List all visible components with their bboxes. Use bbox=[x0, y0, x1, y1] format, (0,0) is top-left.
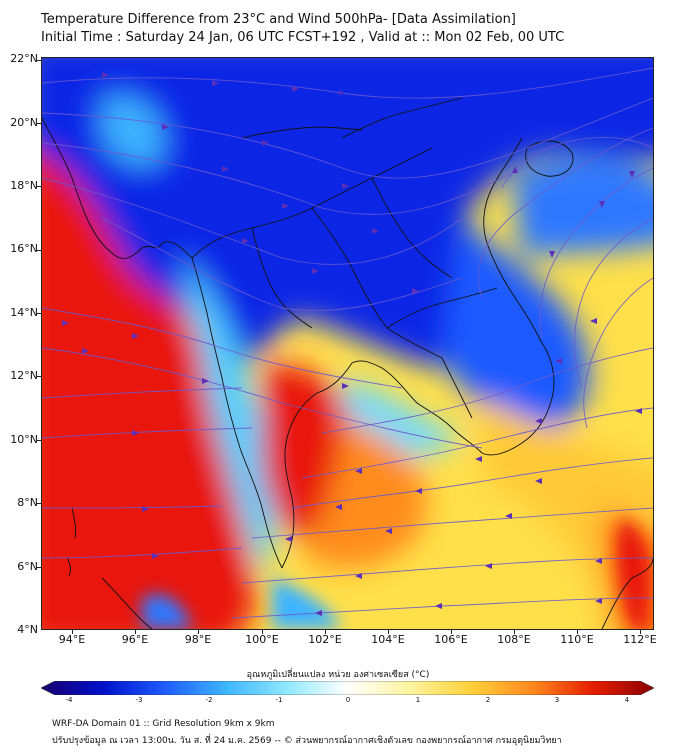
lon-label-106e: 106°E bbox=[434, 633, 468, 646]
colorbar bbox=[40, 680, 655, 696]
lat-label-10n: 10°N bbox=[10, 433, 38, 446]
colorbar-title: อุณหภูมิเปลี่ยนแปลง หน่วย องศาเซลเซียส (… bbox=[246, 670, 430, 680]
coastlines bbox=[42, 97, 653, 629]
colorbar-tick: -1 bbox=[275, 696, 283, 704]
colorbar-tick: -4 bbox=[65, 696, 73, 704]
colorbar-tick: 4 bbox=[624, 696, 630, 704]
colorbar-tick: 3 bbox=[554, 696, 560, 704]
wind-arrows bbox=[62, 72, 642, 616]
title-line-2: Initial Time : Saturday 24 Jan, 06 UTC F… bbox=[41, 30, 565, 45]
lat-label-16n: 16°N bbox=[10, 242, 38, 255]
colorbar-tick: 0 bbox=[345, 696, 351, 704]
lon-label-110e: 110°E bbox=[560, 633, 594, 646]
lon-label-94e: 94°E bbox=[58, 633, 86, 646]
lon-label-102e: 102°E bbox=[308, 633, 342, 646]
map-svg bbox=[42, 58, 653, 629]
lon-label-104e: 104°E bbox=[371, 633, 405, 646]
lat-label-18n: 18°N bbox=[10, 179, 38, 192]
lon-label-98e: 98°E bbox=[184, 633, 212, 646]
lon-label-108e: 108°E bbox=[497, 633, 531, 646]
lat-label-4n: 4°N bbox=[17, 623, 38, 636]
wind-streamlines bbox=[42, 67, 653, 619]
colorbar-svg bbox=[40, 680, 655, 696]
lat-label-22n: 22°N bbox=[10, 52, 38, 65]
lat-label-6n: 6°N bbox=[17, 560, 38, 573]
lon-label-96e: 96°E bbox=[121, 633, 149, 646]
lat-label-20n: 20°N bbox=[10, 116, 38, 129]
lat-label-8n: 8°N bbox=[17, 496, 38, 509]
temperature-wind-map bbox=[41, 57, 654, 630]
lon-label-100e: 100°E bbox=[245, 633, 279, 646]
colorbar-tick: -2 bbox=[205, 696, 213, 704]
title-line-1: Temperature Difference from 23°C and Win… bbox=[41, 12, 516, 27]
lon-label-112e: 112°E bbox=[623, 633, 657, 646]
model-info: WRF-DA Domain 01 :: Grid Resolution 9km … bbox=[52, 719, 275, 729]
lat-label-14n: 14°N bbox=[10, 306, 38, 319]
colorbar-tick: 1 bbox=[415, 696, 421, 704]
map-title: Temperature Difference from 23°C and Win… bbox=[41, 11, 564, 47]
colorbar-tick: 2 bbox=[485, 696, 491, 704]
lat-label-12n: 12°N bbox=[10, 369, 38, 382]
colorbar-tick: -3 bbox=[135, 696, 143, 704]
credit-line: ปรับปรุงข้อมูล ณ เวลา 13:00น. วัน ส. ที่… bbox=[52, 736, 562, 746]
